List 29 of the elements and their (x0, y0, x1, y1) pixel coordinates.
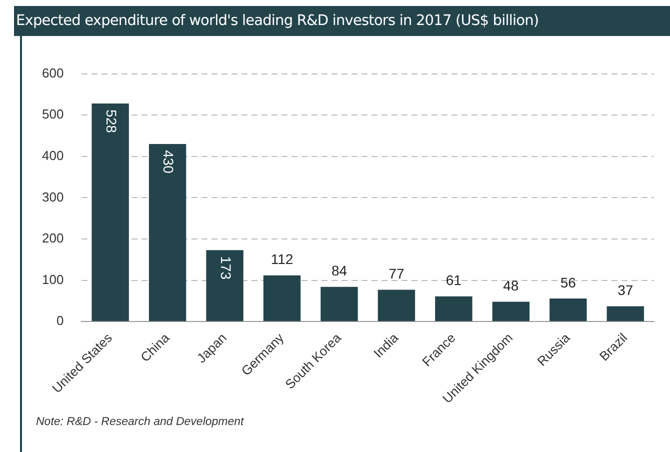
y-tick-label: 100 (42, 272, 64, 287)
bar (148, 144, 186, 322)
data-label: 112 (270, 251, 294, 268)
bar (263, 275, 301, 322)
data-label: 48 (503, 278, 519, 294)
text: Note: R&D - Research and Development (36, 416, 244, 428)
y-tick-label: 300 (42, 189, 64, 204)
data-label: 528 (103, 110, 120, 134)
bar (435, 296, 472, 322)
bar (550, 298, 587, 322)
data-label: 84 (331, 262, 348, 279)
y-tick-label: 600 (42, 65, 64, 80)
y-tick-label: 400 (42, 148, 64, 163)
data-label: 61 (446, 272, 462, 288)
data-label: 37 (618, 282, 634, 298)
y-tick-label: 500 (42, 106, 64, 122)
data-label: 56 (560, 274, 576, 290)
bar (92, 104, 129, 322)
data-label: 430 (160, 150, 177, 174)
bar (378, 290, 416, 322)
y-tick-label: 0 (56, 313, 64, 328)
chart-title: Expected expenditure of world's leading R&D investors in 2017 (US$ billion) (14, 6, 670, 36)
y-tick-label: 200 (42, 230, 64, 246)
bar (606, 306, 644, 322)
data-label: 173 (218, 256, 234, 280)
bar (320, 286, 358, 322)
data-label: 77 (388, 266, 404, 282)
bar (206, 250, 244, 322)
bar (492, 302, 530, 322)
